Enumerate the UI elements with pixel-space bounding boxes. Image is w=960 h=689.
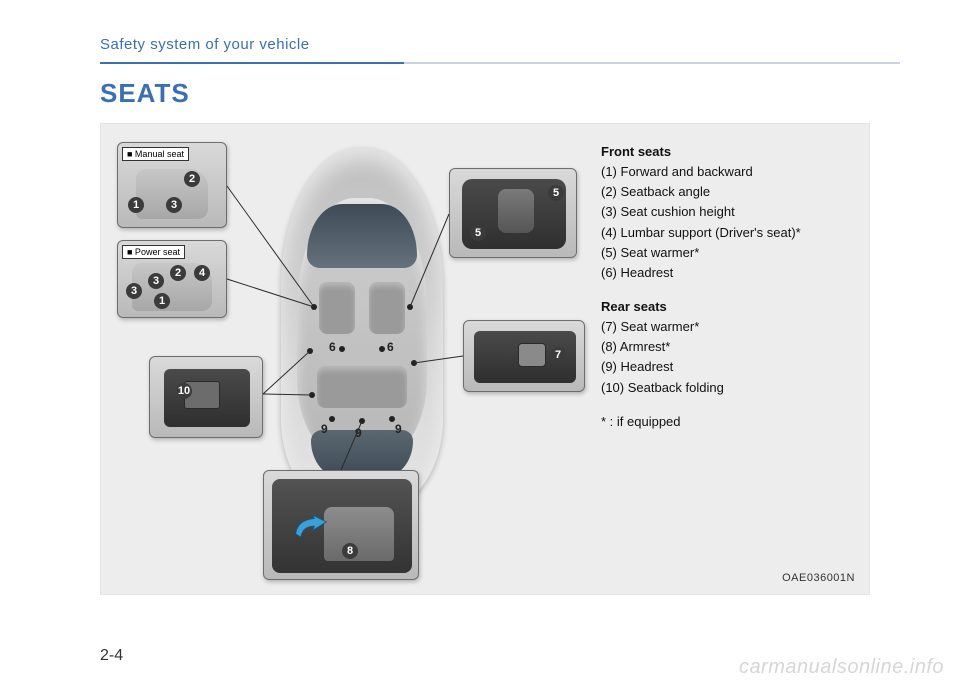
num-manual-1: 1 — [128, 197, 144, 213]
num-power-2: 2 — [170, 265, 186, 281]
diagram: 6 6 9 9 9 — [111, 134, 591, 586]
lead-dot-mid-right — [411, 360, 417, 366]
tag-power: ■ Power seat — [122, 245, 185, 259]
marker-6-left — [339, 346, 345, 352]
label-6-right: 6 — [387, 340, 394, 354]
callout-seatback-fold: 10 — [149, 356, 263, 438]
section-header: Safety system of your vehicle — [100, 36, 900, 60]
front-item-2: (2) Seatback angle — [601, 184, 710, 199]
label-9-a: 9 — [321, 422, 328, 436]
rear-warmer-button — [518, 343, 546, 367]
rear-item-4: (10) Seatback folding — [601, 380, 724, 395]
rear-item-3: (9) Headrest — [601, 359, 673, 374]
rear-heading: Rear seats — [601, 299, 667, 314]
shifter-boot — [498, 189, 534, 233]
section-title: Safety system of your vehicle — [100, 36, 310, 53]
callout-rear-warmer: 7 — [463, 320, 585, 392]
num-power-1: 1 — [154, 293, 170, 309]
num-fold-10: 10 — [176, 383, 192, 399]
callout-armrest: 8 — [263, 470, 419, 580]
marker-6-right — [379, 346, 385, 352]
rear-item-1: (7) Seat warmer* — [601, 319, 699, 334]
page-number: 2-4 — [100, 647, 123, 665]
callout-front-warmer: 5 5 — [449, 168, 577, 258]
marker-9-a — [329, 416, 335, 422]
label-9-c: 9 — [395, 422, 402, 436]
num-manual-2: 2 — [184, 171, 200, 187]
front-item-4: (4) Lumbar support (Driver's seat)* — [601, 225, 801, 240]
manual-page: Safety system of your vehicle SEATS 6 6 … — [0, 0, 960, 689]
lead-dot-lower-left — [309, 392, 315, 398]
callout-manual-seat: ■ Manual seat 1 2 3 — [117, 142, 227, 228]
front-item-6: (6) Headrest — [601, 265, 673, 280]
num-power-4: 4 — [194, 265, 210, 281]
footnote: * : if equipped — [601, 412, 851, 432]
callout-power-seat: ■ Power seat 1 2 3 3 4 — [117, 240, 227, 318]
marker-9-b — [359, 418, 365, 424]
num-warm-5a: 5 — [548, 185, 564, 201]
rear-item-2: (8) Armrest* — [601, 339, 670, 354]
front-seats-group: Front seats (1) Forward and backward (2)… — [601, 142, 851, 283]
header-rule — [100, 62, 900, 64]
figure-code: OAE036001N — [782, 572, 855, 584]
front-left-seat — [319, 282, 355, 334]
car-windshield — [307, 204, 417, 268]
tag-manual: ■ Manual seat — [122, 147, 189, 161]
page-title: SEATS — [100, 78, 900, 109]
fold-arrow-icon — [294, 515, 328, 539]
watermark: carmanualsonline.info — [739, 656, 944, 679]
lead-dot-mid-left — [307, 348, 313, 354]
num-warm-7: 7 — [550, 347, 566, 363]
rear-seats-group: Rear seats (7) Seat warmer* (8) Armrest*… — [601, 297, 851, 398]
num-power-3a: 3 — [126, 283, 142, 299]
legend-text: Front seats (1) Forward and backward (2)… — [601, 142, 851, 432]
num-armrest-8: 8 — [342, 543, 358, 559]
num-manual-3: 3 — [166, 197, 182, 213]
lead-dot-upper-right — [407, 304, 413, 310]
front-heading: Front seats — [601, 144, 671, 159]
rear-bench — [317, 366, 407, 408]
front-item-1: (1) Forward and backward — [601, 164, 753, 179]
num-warm-5b: 5 — [470, 225, 486, 241]
figure-panel: 6 6 9 9 9 — [100, 123, 870, 595]
label-9-b: 9 — [355, 426, 362, 440]
rear-seat-cushion — [324, 507, 394, 561]
label-6-left: 6 — [329, 340, 336, 354]
front-item-5: (5) Seat warmer* — [601, 245, 699, 260]
front-item-3: (3) Seat cushion height — [601, 204, 735, 219]
num-power-3b: 3 — [148, 273, 164, 289]
lead-dot-upper-left — [311, 304, 317, 310]
front-right-seat — [369, 282, 405, 334]
